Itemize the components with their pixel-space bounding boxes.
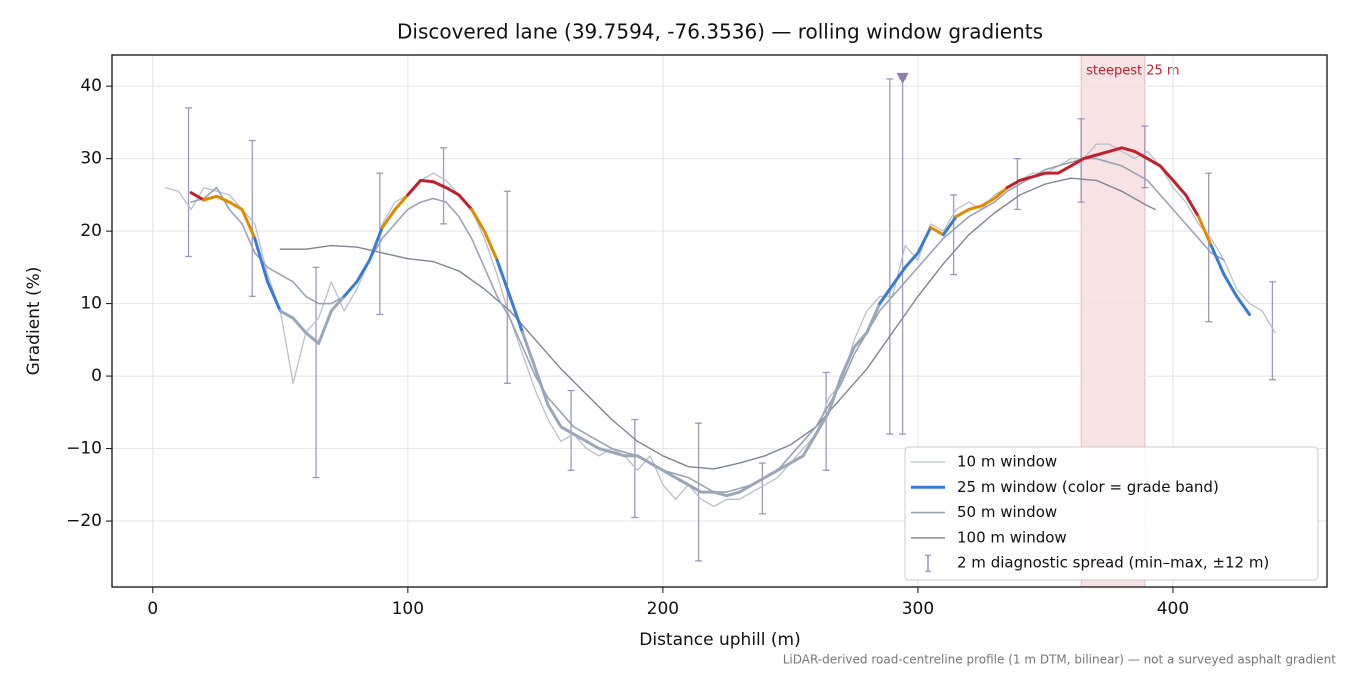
x-tick-label: 300 — [902, 599, 934, 619]
x-tick-label: 400 — [1157, 599, 1189, 619]
series-line — [380, 193, 410, 229]
chart-title: Discovered lane (39.7594, -76.3536) — ro… — [397, 20, 1043, 44]
series-line — [878, 226, 933, 306]
series-line — [406, 178, 474, 211]
legend-label: 10 m window — [957, 453, 1057, 471]
y-tick-label: 20 — [80, 221, 102, 241]
series-line — [470, 207, 499, 262]
series-line — [202, 194, 257, 240]
series-line — [1197, 215, 1213, 248]
series-line — [495, 258, 525, 335]
series-line — [1005, 146, 1200, 219]
footnote: LiDAR-derived road-centreline profile (1… — [783, 653, 1337, 667]
legend-label: 50 m window — [957, 503, 1057, 521]
series-line — [929, 226, 945, 237]
series-line — [342, 226, 384, 298]
series-line — [190, 157, 1225, 493]
series-line — [1209, 244, 1251, 316]
x-tick-label: 200 — [647, 599, 679, 619]
x-tick-label: 0 — [147, 599, 158, 619]
series-line — [941, 215, 958, 237]
series-line — [521, 302, 882, 498]
y-tick-label: 10 — [80, 294, 102, 314]
legend-label: 100 m window — [957, 528, 1067, 546]
series-line — [278, 294, 346, 345]
plot-layer — [164, 78, 1276, 562]
y-tick-label: −20 — [66, 511, 102, 531]
clip-marker — [896, 72, 909, 84]
y-axis-label: Gradient (%) — [24, 267, 44, 376]
series-line — [279, 177, 1156, 470]
legend-label: 25 m window (color = grade band) — [957, 478, 1219, 496]
y-tick-label: 30 — [80, 149, 102, 169]
legend-label: 2 m diagnostic spread (min–max, ±12 m) — [957, 554, 1269, 572]
series-line — [189, 191, 206, 202]
legend-box — [904, 446, 1319, 581]
y-tick-label: 0 — [91, 366, 102, 386]
highlight-label: steepest 25 m — [1086, 64, 1179, 79]
x-axis-label: Distance uphill (m) — [639, 630, 800, 650]
y-tick-label: 40 — [80, 76, 102, 96]
y-tick-label: −10 — [66, 439, 102, 459]
series-line — [164, 143, 1276, 508]
plot-frame — [111, 54, 1328, 588]
series-line — [253, 236, 282, 313]
x-tick-label: 100 — [392, 599, 424, 619]
series-line — [954, 186, 1009, 219]
